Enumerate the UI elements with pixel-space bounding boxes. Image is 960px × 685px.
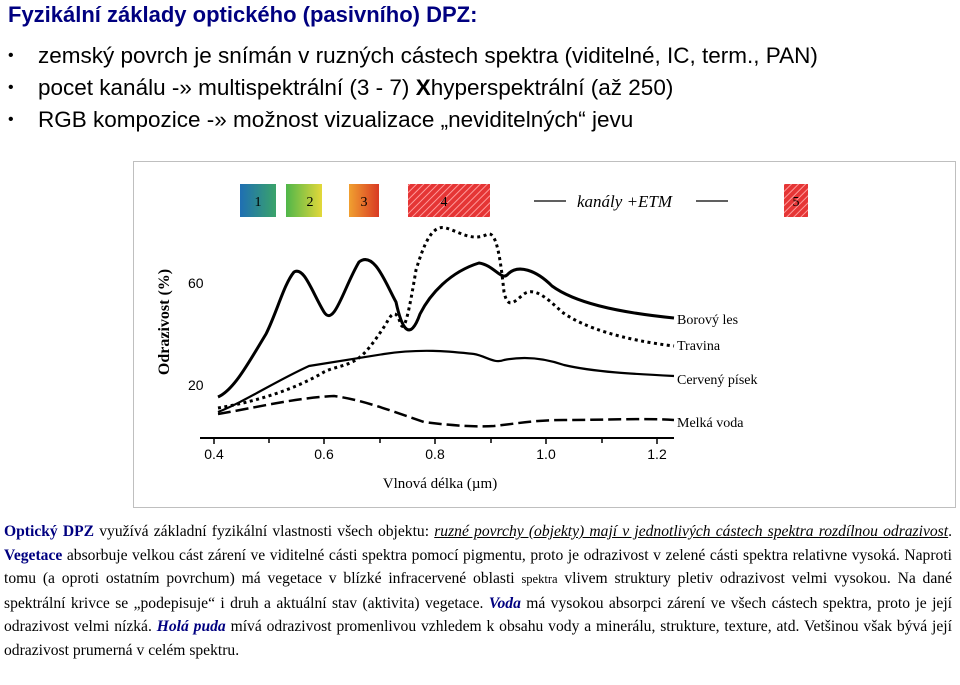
curve-borovy-les	[217, 258, 675, 399]
band-5-label: 5	[793, 195, 800, 210]
paragraph-text: absorbuje velkou cást zárení ve viditeln…	[4, 546, 952, 588]
curve-travina	[217, 226, 675, 410]
curve-melka-voda	[217, 394, 675, 428]
term-vegetace: Vegetace	[4, 546, 63, 564]
x-axis-label: Vlnová délka (µm)	[383, 476, 497, 492]
x-ticks	[213, 438, 658, 444]
bullet-text: zemský povrch je snímán v ruzných cástec…	[38, 43, 818, 68]
y-axis-label: Odrazivost (%)	[156, 269, 173, 375]
legend-cerveny-pisek: Cervený písek	[677, 373, 757, 388]
legend-travina: Travina	[677, 339, 721, 354]
x-tick-label: 0.6	[314, 446, 334, 462]
bullet-text: RGB kompozice -» možnost vizualizace „ne…	[38, 107, 634, 132]
band-2-label: 2	[307, 195, 314, 210]
legend-melka-voda: Melká voda	[677, 416, 744, 431]
band-3-swatch	[349, 184, 379, 217]
x-tick-label: 1.2	[647, 446, 667, 462]
bullet-dot-icon: •	[8, 47, 14, 64]
spectral-reflectance-figure: 1 2 3 4 5 kanály +ETM Odrazivost (%) 60 …	[133, 161, 956, 508]
paragraph-text: mívá odrazivost promenlivou vzhledem k o…	[4, 618, 952, 659]
bullet-dot-icon: •	[8, 111, 14, 128]
paragraph-text: využívá základní fyzikální vlastnosti vš…	[94, 523, 435, 540]
band-2-swatch	[286, 184, 322, 217]
x-tick-label: 1.0	[536, 446, 556, 462]
bullet-item: • zemský povrch je snímán v ruzných cást…	[8, 40, 818, 72]
bullet-text: hyperspektrální (až 250)	[430, 75, 674, 100]
legend-borovy-les: Borový les	[677, 313, 738, 328]
y-tick-label: 20	[188, 377, 204, 393]
term-voda: Voda	[488, 594, 521, 612]
band-4-swatch	[408, 184, 490, 217]
bullet-dot-icon: •	[8, 79, 14, 96]
bullet-item: • RGB kompozice -» možnost vizualizace „…	[8, 104, 818, 136]
explanation-paragraph: Optický DPZ využívá základní fyzikální v…	[4, 520, 952, 663]
curve-cerveny-pisek	[217, 349, 675, 414]
key-statement: ruzné povrchy (objekty) mají v jednotliv…	[434, 523, 949, 540]
x-tick-label: 0.8	[425, 446, 445, 462]
versus-mark: X	[415, 75, 431, 100]
term-hola-puda: Holá puda	[156, 618, 226, 636]
band-1-label: 1	[255, 195, 262, 210]
term-opticky-dpz: Optický DPZ	[4, 523, 95, 540]
band-5-swatch	[784, 184, 808, 217]
band-legend-label: kanály +ETM	[577, 192, 673, 211]
bullet-text: pocet kanálu -» multispektrální (3 - 7)	[38, 75, 410, 100]
paragraph-text: vlivem struktury pletiv odrazivost velmi…	[4, 570, 952, 612]
band-1-swatch	[240, 184, 276, 217]
x-tick-label: 0.4	[204, 446, 224, 462]
bullet-item: • pocet kanálu -» multispektrální (3 - 7…	[8, 72, 818, 104]
y-tick-label: 60	[188, 275, 204, 291]
spectral-diagram: 1 2 3 4 5 kanály +ETM Odrazivost (%) 60 …	[156, 184, 808, 492]
page-title: Fyzikální základy optického (pasivního) …	[8, 2, 478, 27]
paragraph-text: .	[948, 523, 952, 540]
band-3-label: 3	[361, 195, 368, 210]
band-4-label: 4	[441, 195, 448, 210]
bullet-list: • zemský povrch je snímán v ruzných cást…	[8, 40, 818, 136]
paragraph-text: má vysokou absorpci zárení ve všech cást…	[4, 594, 952, 636]
paragraph-text: spektra	[521, 572, 558, 587]
